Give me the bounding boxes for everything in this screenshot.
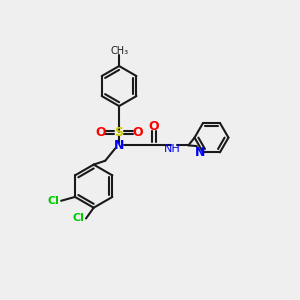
Text: NH: NH (164, 144, 181, 154)
Text: Cl: Cl (47, 196, 59, 206)
Text: N: N (114, 139, 124, 152)
Text: N: N (195, 146, 205, 159)
Text: O: O (132, 126, 143, 139)
Text: CH₃: CH₃ (110, 46, 128, 56)
Text: Cl: Cl (72, 214, 84, 224)
Text: O: O (148, 120, 159, 134)
Text: S: S (115, 126, 124, 139)
Text: O: O (95, 126, 106, 139)
